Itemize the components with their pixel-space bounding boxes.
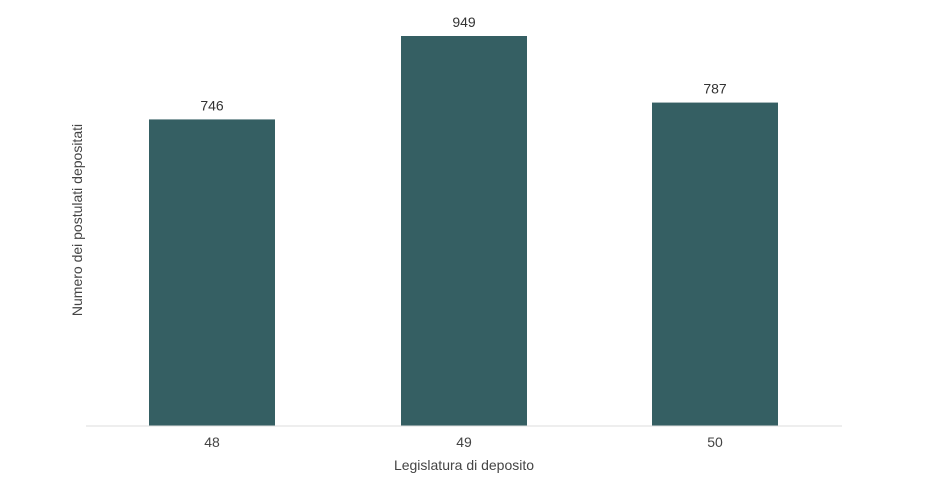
x-tick-labels-group: 48 49 50 <box>204 434 723 450</box>
bar-value-label-50: 787 <box>703 81 727 97</box>
y-axis-title: Numero dei postulati depositati <box>69 124 85 316</box>
x-tick-label-50: 50 <box>707 434 723 450</box>
bar-50 <box>652 102 778 426</box>
x-tick-label-48: 48 <box>204 434 220 450</box>
x-tick-label-49: 49 <box>456 434 472 450</box>
bar-value-label-48: 746 <box>200 97 224 113</box>
value-labels-group: 746 949 787 <box>200 14 727 113</box>
bar-49 <box>401 36 527 426</box>
bars-group <box>149 36 778 427</box>
bar-48 <box>149 119 275 427</box>
x-axis-title: Legislatura di deposito <box>394 457 534 473</box>
bar-value-label-49: 949 <box>452 14 476 30</box>
